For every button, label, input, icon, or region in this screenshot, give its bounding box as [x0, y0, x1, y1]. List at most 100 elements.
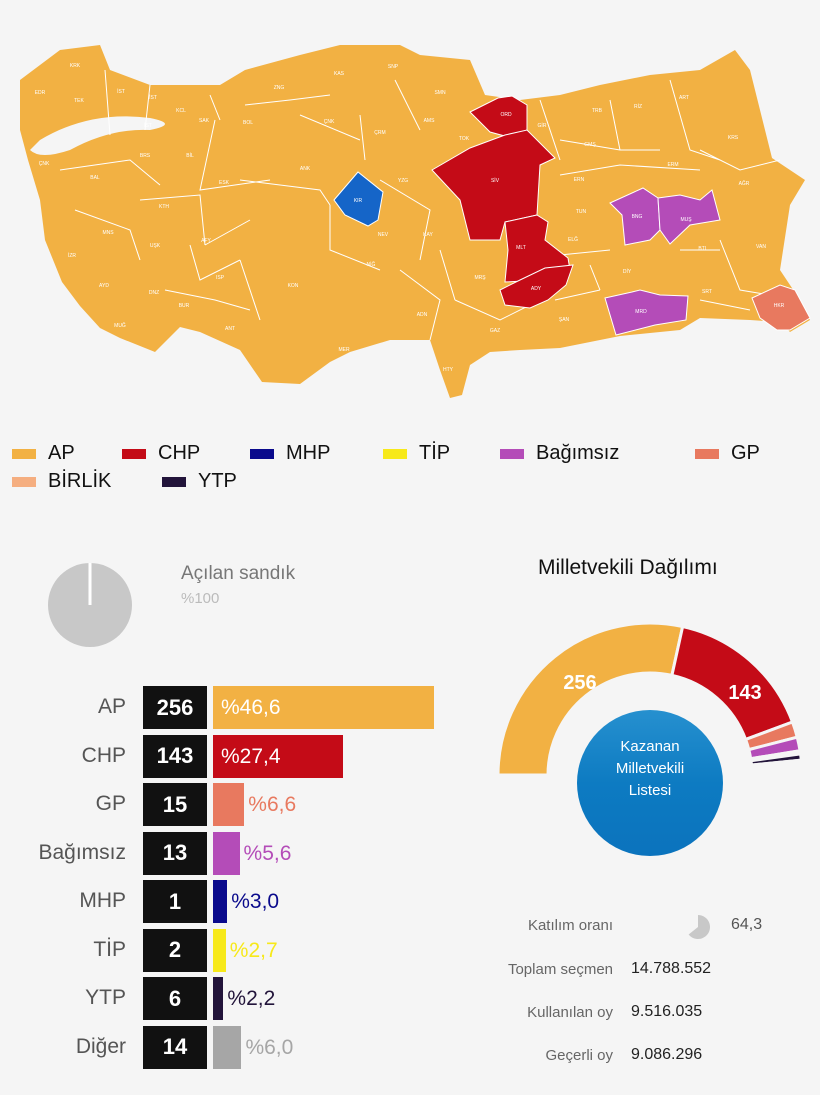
- party-vote-bar: [213, 1025, 242, 1069]
- legend-label: TİP: [419, 442, 451, 464]
- seat-distribution-title: Milletvekili Dağılımı: [538, 556, 718, 579]
- province-label: KAY: [423, 232, 433, 238]
- seat-distribution-chart: 256 143: [496, 621, 804, 777]
- party-vote-bar-row: %2,7: [213, 928, 513, 972]
- province-label: SMN: [434, 90, 446, 96]
- province-si̇v[interactable]: [431, 129, 556, 241]
- legend-label: Bağımsız: [536, 442, 620, 464]
- legend-swatch: [12, 476, 36, 487]
- legend-label: YTP: [198, 470, 237, 492]
- province-borders: [59, 69, 781, 341]
- province-label: MRD: [635, 309, 647, 315]
- province-mrd[interactable]: [604, 289, 689, 336]
- province-label: KIR: [354, 198, 363, 204]
- legend-item: Bağımsız: [500, 442, 619, 465]
- legend-item: CHP: [122, 442, 200, 465]
- province-label: İST: [149, 94, 157, 101]
- ballot-value: %100: [181, 590, 220, 607]
- turnout-pie: [688, 915, 710, 939]
- province-label: İST: [144, 122, 152, 129]
- province-label: KCL: [176, 108, 186, 114]
- party-label: Diğer: [75, 1034, 126, 1058]
- province-label: MUĞ: [114, 322, 126, 329]
- legend-item: GP: [695, 442, 760, 465]
- party-label: TİP: [93, 937, 126, 961]
- party-vote-percent: %6,6: [248, 793, 297, 816]
- center-label-line: Milletvekili: [615, 760, 685, 777]
- province-label: KTH: [159, 204, 169, 210]
- party-seat-count: 13: [143, 831, 207, 875]
- party-vote-bar-row: %2,2: [213, 977, 513, 1020]
- party-vote-percent: %2,7: [229, 938, 278, 962]
- province-kir[interactable]: [333, 171, 384, 227]
- party-seat-count: 1: [143, 880, 207, 923]
- province-bng[interactable]: [609, 187, 661, 246]
- province-label: BUR: [179, 303, 190, 309]
- party-vote-percent: %27,4: [221, 744, 281, 768]
- party-vote-percent: %2,2: [227, 987, 276, 1010]
- party-seat-count: 143: [143, 734, 207, 778]
- province-label: ÇNK: [324, 119, 335, 125]
- province-label: MUŞ: [680, 217, 692, 223]
- party-vote-percent: %5,6: [243, 841, 292, 865]
- province-hkr[interactable]: [751, 284, 811, 331]
- province-label: SİV: [491, 177, 500, 184]
- province-label: ZNG: [274, 85, 285, 91]
- province-label: MNS: [102, 230, 114, 236]
- party-vote-bar: [213, 831, 240, 875]
- province-label: DİY: [623, 268, 632, 275]
- province-label: VAN: [756, 244, 766, 250]
- party-vote-bar-row: %46,6: [213, 686, 513, 729]
- valid-votes-value: 9.086.296: [631, 1046, 703, 1063]
- province-label: BAL: [90, 175, 100, 181]
- legend-swatch: [250, 448, 274, 459]
- legend-swatch: [500, 448, 524, 459]
- valid-votes-label: Geçerli oy: [545, 1047, 613, 1064]
- party-vote-bar-row: %6,0: [213, 1025, 513, 1069]
- legend-item: AP: [12, 442, 75, 465]
- party-vote-bar: [213, 928, 226, 972]
- party-vote-bar: [213, 880, 228, 923]
- party-vote-bar: [213, 686, 434, 729]
- center-label-line: Kazanan: [620, 738, 680, 755]
- center-label-line: Listesi: [628, 782, 672, 799]
- legend-label: GP: [731, 442, 760, 464]
- province-label: AĞR: [739, 180, 750, 187]
- province-label: ÇRM: [374, 130, 385, 136]
- province-label: HTY: [443, 367, 454, 373]
- votes-cast-label: Kullanılan oy: [527, 1004, 613, 1021]
- province-label: YZG: [398, 178, 408, 184]
- winning-mp-list-button[interactable]: Kazanan Milletvekili Listesi: [577, 710, 723, 856]
- province-label: EDR: [35, 90, 46, 96]
- province-label: TUN: [576, 209, 587, 215]
- party-vote-bar-row: %6,6: [213, 783, 513, 826]
- legend-swatch: [162, 476, 186, 487]
- party-vote-percent: %6,0: [245, 1035, 294, 1059]
- party-seat-count: 6: [143, 977, 207, 1020]
- party-seat-count: 15: [143, 783, 207, 826]
- province-label: AMS: [424, 118, 436, 124]
- province-muş[interactable]: [657, 189, 721, 245]
- province-label: ELĞ: [568, 236, 578, 243]
- province-label: NEV: [378, 232, 389, 238]
- province-ady[interactable]: [499, 264, 574, 309]
- province-mlt[interactable]: [504, 214, 571, 283]
- legend-swatch: [12, 448, 36, 459]
- province-ord[interactable]: [469, 95, 528, 139]
- province-label: NİĞ: [367, 261, 376, 268]
- province-label: ART: [679, 95, 689, 101]
- opened-ballot-pie: [48, 563, 132, 647]
- province-label: SNP: [388, 64, 399, 70]
- seat-arc-ap[interactable]: [496, 621, 685, 777]
- party-vote-bar: [213, 783, 245, 826]
- total-voters-label: Toplam seçmen: [507, 961, 613, 978]
- legend-item: TİP: [383, 442, 450, 465]
- party-seat-count: 14: [143, 1025, 207, 1069]
- seat-arc-diğer[interactable]: [749, 758, 804, 777]
- province-label: RİZ: [634, 103, 642, 110]
- turnout-value: 64,3: [731, 916, 763, 933]
- turnout-pie-slice: [688, 915, 710, 939]
- province-label: TOK: [459, 136, 470, 142]
- party-label: AP: [97, 695, 126, 718]
- province-label: MRŞ: [474, 275, 486, 281]
